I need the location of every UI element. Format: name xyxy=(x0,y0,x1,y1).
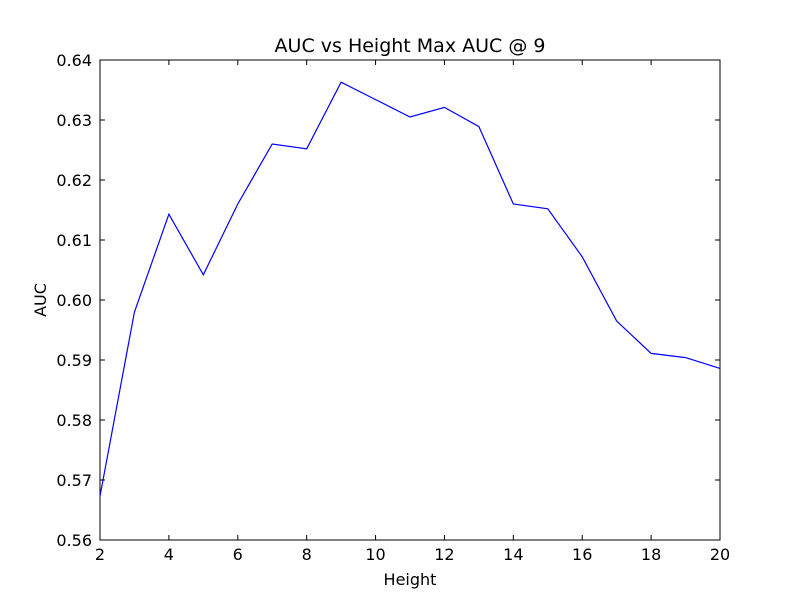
x-axis-label: Height xyxy=(384,570,437,589)
y-tick-label: 0.63 xyxy=(56,111,92,130)
y-tick-label: 0.64 xyxy=(56,51,92,70)
x-tick-label: 18 xyxy=(641,545,661,564)
plot-frame xyxy=(99,59,721,541)
y-axis-label: AUC xyxy=(31,283,50,317)
y-tick-label: 0.61 xyxy=(56,231,92,250)
chart-title: AUC vs Height Max AUC @ 9 xyxy=(275,35,546,57)
y-tick-label: 0.60 xyxy=(56,291,92,310)
x-tick-label: 4 xyxy=(164,545,174,564)
y-tick-label: 0.59 xyxy=(56,351,92,370)
y-tick-label: 0.58 xyxy=(56,411,92,430)
y-tick-label: 0.62 xyxy=(56,171,92,190)
x-tick-label: 16 xyxy=(572,545,592,564)
x-tick-label: 14 xyxy=(503,545,523,564)
y-tick-label: 0.56 xyxy=(56,531,92,550)
x-tick-label: 12 xyxy=(434,545,454,564)
x-tick-label: 6 xyxy=(233,545,243,564)
x-tick-label: 20 xyxy=(710,545,730,564)
series-line xyxy=(99,81,721,497)
y-tick-label: 0.57 xyxy=(56,471,92,490)
x-tick-label: 10 xyxy=(365,545,385,564)
x-tick-label: 2 xyxy=(95,545,105,564)
x-tick-label: 8 xyxy=(302,545,312,564)
